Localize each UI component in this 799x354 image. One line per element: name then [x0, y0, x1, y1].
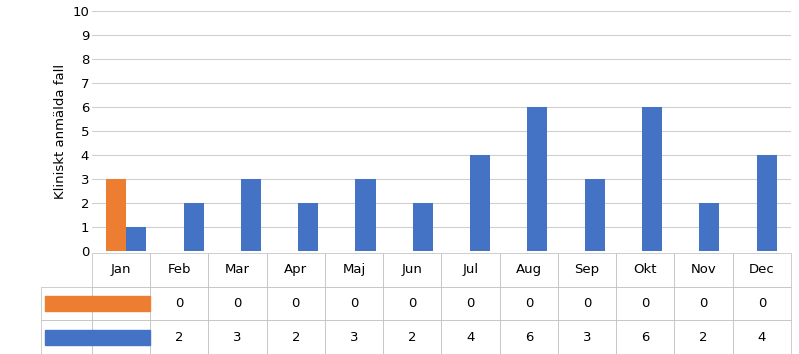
Bar	[45, 296, 150, 311]
Bar	[699, 203, 719, 251]
Bar	[527, 107, 547, 251]
Bar	[413, 203, 433, 251]
Bar	[757, 155, 777, 251]
Bar	[298, 203, 318, 251]
Bar	[356, 179, 376, 251]
Bar	[585, 179, 605, 251]
Y-axis label: Kliniskt anmälda fall: Kliniskt anmälda fall	[54, 63, 66, 199]
Bar	[470, 155, 490, 251]
Bar	[45, 330, 150, 345]
Bar	[106, 179, 126, 251]
Bar	[642, 107, 662, 251]
Bar	[126, 227, 146, 251]
Bar	[240, 179, 261, 251]
Bar	[184, 203, 204, 251]
